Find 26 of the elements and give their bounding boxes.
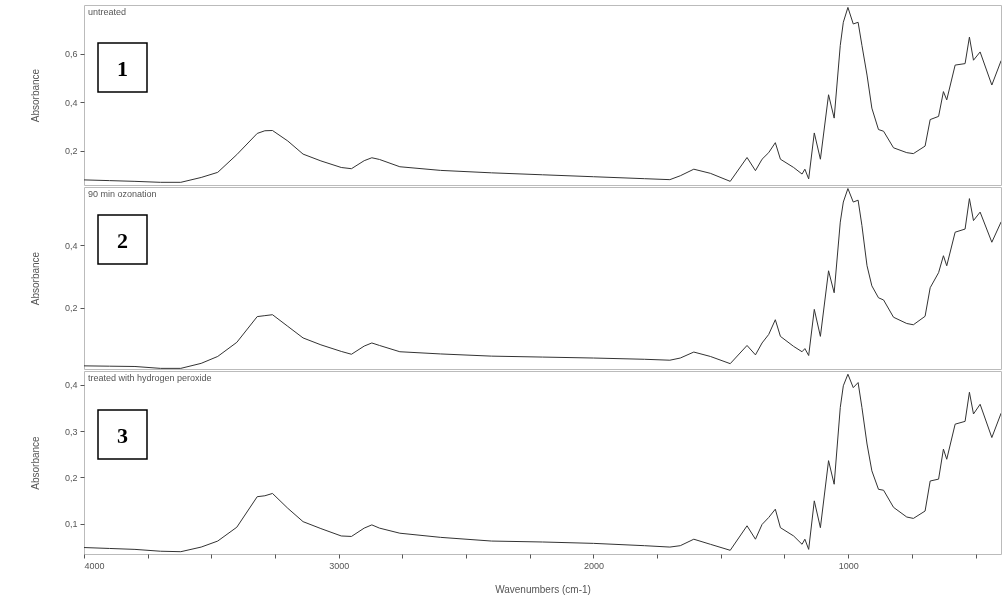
y-tick-label: 0,1	[64, 519, 78, 529]
x-tick-label: 4000	[84, 560, 105, 571]
chart-title: untreated	[88, 7, 127, 17]
y-tick-label: 0,4	[64, 240, 78, 251]
y-axis-title: Absorbance	[29, 435, 41, 490]
line-series	[84, 373, 1001, 553]
y-axis-title: Absorbance	[29, 68, 41, 123]
y-tick-label: 0,2	[64, 472, 78, 483]
x-tick-label: 3000	[329, 560, 350, 571]
line-series	[84, 6, 1001, 183]
y-tick-label: 0,2	[64, 303, 78, 314]
chart-title: 90 min ozonation	[88, 189, 157, 199]
x-tick-label: 1000	[838, 560, 859, 571]
x-axis-title: Wavenumbers (cm-1)	[495, 583, 591, 595]
y-tick-label: 0,4	[64, 380, 78, 391]
y-tick-label: 0,4	[64, 97, 78, 108]
y-tick-label: 0,2	[64, 146, 78, 157]
y-axis-title: Absorbance	[29, 251, 41, 306]
y-tick-label: 0,6	[64, 49, 78, 60]
y-tick-label: 0,3	[64, 426, 78, 437]
line-series	[84, 188, 1001, 369]
annotation: 1	[117, 56, 128, 81]
annotation: 3	[117, 423, 128, 448]
annotation: 2	[117, 228, 128, 253]
x-tick-label: 2000	[583, 560, 604, 571]
chart-title: treated with hydrogen peroxide	[88, 373, 212, 383]
